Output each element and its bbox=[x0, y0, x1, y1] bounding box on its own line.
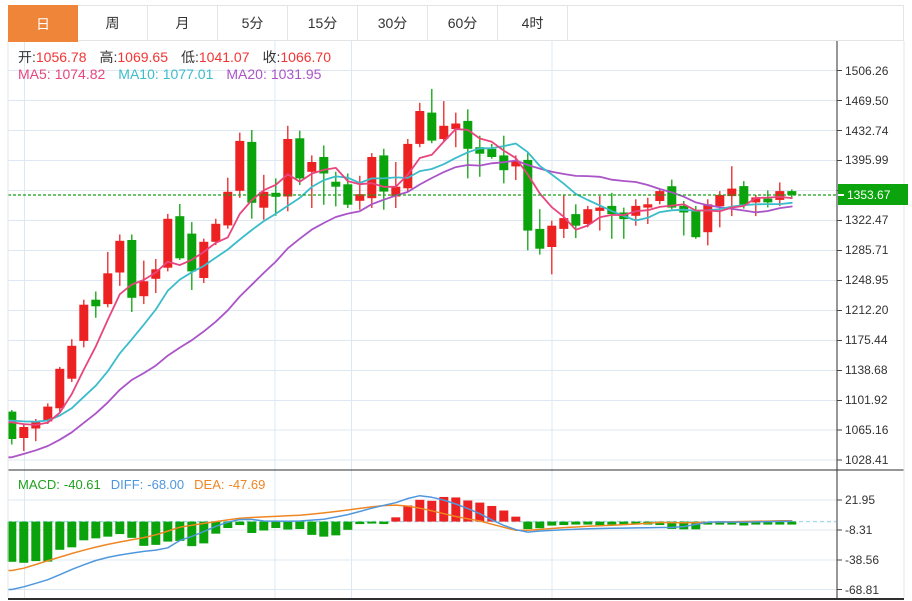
price-tick-label: 1395.99 bbox=[845, 151, 889, 169]
tab-5min[interactable]: 5分 bbox=[218, 6, 288, 40]
ohlc-legend: 开:1056.78 高:1069.65 低:1041.07 收:1066.70 bbox=[18, 47, 331, 67]
frame bbox=[7, 41, 905, 600]
tab-day[interactable]: 日 bbox=[8, 5, 78, 42]
dea-value: -47.69 bbox=[228, 474, 266, 493]
price-tick-label: 1212.20 bbox=[845, 301, 889, 319]
ma-legend: MA5: 1074.82 MA10: 1077.01 MA20: 1031.95 bbox=[18, 64, 321, 84]
price-tick-label: 1248.95 bbox=[845, 271, 889, 289]
high-value: 1069.65 bbox=[117, 47, 168, 67]
ma10-label: MA10: bbox=[118, 64, 159, 84]
tab-60min[interactable]: 60分 bbox=[428, 6, 498, 40]
low-value: 1041.07 bbox=[198, 47, 250, 67]
macd-tick-label: -8.31 bbox=[845, 520, 873, 538]
tab-4hour[interactable]: 4时 bbox=[498, 6, 568, 40]
diff-value: -68.00 bbox=[147, 474, 185, 493]
price-tick-label: 1469.50 bbox=[845, 91, 889, 109]
price-tick-label: 1101.92 bbox=[845, 391, 888, 409]
price-tick-label: 1138.68 bbox=[845, 361, 888, 379]
price-tick-label: 1432.74 bbox=[845, 121, 889, 139]
ma-lines bbox=[8, 128, 793, 459]
current-price-badge: 1353.67 bbox=[838, 184, 908, 205]
price-tick-label: 1028.41 bbox=[845, 451, 889, 469]
ma20-label: MA20: bbox=[226, 64, 267, 84]
price-tick-label: 1285.71 bbox=[845, 241, 889, 259]
price-tick-dash bbox=[838, 193, 844, 196]
macd-value: -40.61 bbox=[63, 474, 101, 493]
dea-label: DEA: bbox=[194, 474, 225, 493]
price-tick-label: 1175.44 bbox=[845, 331, 888, 349]
current-price-value: 1353.67 bbox=[847, 186, 891, 203]
high-label: 高: bbox=[99, 47, 118, 67]
tab-month[interactable]: 月 bbox=[148, 6, 218, 40]
open-label: 开: bbox=[18, 47, 36, 67]
tab-week[interactable]: 周 bbox=[78, 6, 148, 40]
diff-label: DIFF: bbox=[110, 474, 144, 493]
price-tick-label: 1065.16 bbox=[845, 421, 889, 439]
ma5-value: 1074.82 bbox=[54, 64, 106, 84]
macd-legend: MACD: -40.61 DIFF: -68.00 DEA: -47.69 bbox=[18, 474, 265, 493]
tab-30min[interactable]: 30分 bbox=[358, 6, 428, 40]
ma10-value: 1077.01 bbox=[162, 64, 214, 84]
price-tick-label: 1322.47 bbox=[845, 211, 889, 229]
open-value: 1056.78 bbox=[35, 47, 87, 67]
period-tabbar: 日周月 5分 15分 30分 60分 4时 bbox=[8, 5, 904, 42]
axis-ticks bbox=[837, 70, 842, 591]
close-label: 收: bbox=[262, 47, 281, 67]
macd-tick-label: 21.95 bbox=[845, 490, 876, 508]
macd-label: MACD: bbox=[18, 474, 60, 493]
price-tick-label: 1506.26 bbox=[845, 61, 889, 79]
low-label: 低: bbox=[181, 47, 199, 67]
tab-15min[interactable]: 15分 bbox=[288, 6, 358, 40]
ma5-label: MA5: bbox=[18, 64, 51, 84]
macd-layer bbox=[7, 494, 836, 591]
macd-tick-label: -38.56 bbox=[845, 550, 880, 568]
macd-tick-label: -68.81 bbox=[845, 580, 880, 598]
close-value: 1066.70 bbox=[280, 47, 331, 67]
candles-layer bbox=[8, 88, 797, 451]
ma20-value: 1031.95 bbox=[270, 64, 322, 84]
